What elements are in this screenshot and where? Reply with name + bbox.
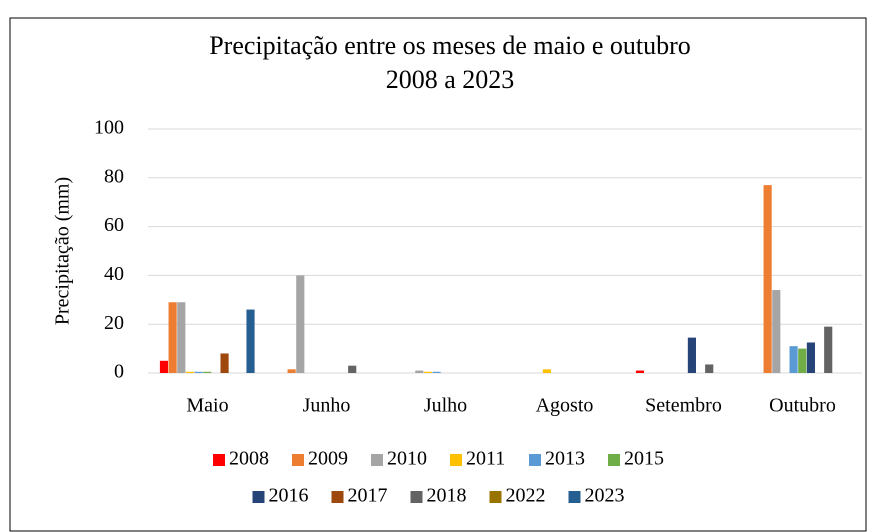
legend-swatch <box>252 491 265 503</box>
chart-title: Precipitação entre os meses de maio e ou… <box>209 31 691 60</box>
bar <box>798 348 807 373</box>
y-tick-label: 60 <box>104 214 124 236</box>
legend-label: 2016 <box>269 485 309 507</box>
y-tick-label: 0 <box>114 361 124 383</box>
y-tick-label: 20 <box>104 312 124 334</box>
legend-swatch <box>489 491 502 503</box>
legend-swatch <box>292 454 304 466</box>
legend-label: 2023 <box>585 485 625 507</box>
legend-label: 2017 <box>348 485 388 507</box>
y-tick-label: 80 <box>104 165 124 187</box>
bar <box>220 353 229 373</box>
bar <box>789 346 798 373</box>
bar <box>203 371 212 373</box>
bar <box>705 364 714 373</box>
legend-swatch <box>608 454 620 466</box>
legend-label: 2011 <box>466 448 505 470</box>
bar <box>824 326 833 373</box>
bar <box>168 302 177 373</box>
bar <box>177 302 186 373</box>
legend-label: 2022 <box>506 485 546 507</box>
bar <box>246 309 255 373</box>
bar <box>432 371 441 373</box>
legend-label: 2010 <box>387 448 427 470</box>
legend-label: 2013 <box>545 448 585 470</box>
bar <box>542 369 552 373</box>
legend-swatch <box>410 491 423 503</box>
x-tick-label: Julho <box>424 395 467 417</box>
y-axis-label: Precipitação (mm) <box>52 177 74 325</box>
bar <box>185 371 195 373</box>
bar <box>348 365 357 373</box>
bar <box>194 371 203 373</box>
chart-subtitle: 2008 a 2023 <box>386 65 515 94</box>
legend-label: 2018 <box>427 485 467 507</box>
legend-label: 2009 <box>308 448 348 470</box>
legend-swatch <box>529 454 541 466</box>
x-tick-label: Setembro <box>645 395 722 417</box>
y-tick-label: 40 <box>104 263 124 285</box>
bar <box>687 337 696 373</box>
chart-frame <box>9 17 867 532</box>
x-tick-label: Outubro <box>769 395 836 417</box>
bar <box>423 371 433 373</box>
legend-swatch <box>213 454 225 466</box>
x-tick-label: Junho <box>303 395 351 417</box>
legend-label: 2008 <box>229 448 269 470</box>
x-tick-label: Agosto <box>536 395 594 417</box>
bar <box>159 360 169 373</box>
bar <box>772 290 781 373</box>
bar <box>287 369 296 373</box>
legend-swatch <box>371 454 383 466</box>
legend-swatch <box>331 491 344 503</box>
legend-swatch <box>568 491 581 503</box>
legend-swatch <box>450 454 462 466</box>
legend-label: 2015 <box>624 448 664 470</box>
bar <box>763 185 772 373</box>
x-tick-label: Maio <box>186 395 228 417</box>
bar <box>806 342 815 373</box>
bar <box>635 370 645 373</box>
bar <box>296 275 305 373</box>
y-tick-label: 100 <box>94 117 124 139</box>
bar <box>415 370 424 373</box>
